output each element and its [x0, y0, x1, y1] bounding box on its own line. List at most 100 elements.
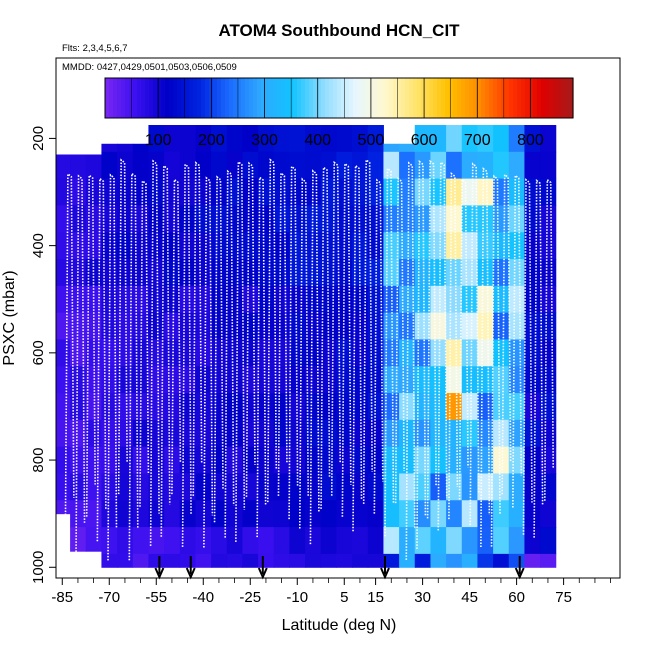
heatmap-cell	[336, 500, 353, 528]
flight-profile-trace	[448, 171, 459, 520]
colorbar-segment	[349, 78, 354, 118]
heatmap-cell	[195, 393, 212, 421]
colorbar-segment	[109, 78, 114, 118]
heatmap-cell	[493, 232, 510, 260]
colorbar-segment	[225, 78, 230, 118]
colorbar-segment	[309, 78, 314, 118]
heatmap-cell	[164, 151, 181, 180]
heatmap-cell	[305, 151, 322, 180]
colorbar-segment	[345, 78, 350, 118]
heatmap-cell	[56, 285, 71, 314]
heatmap-cell	[540, 259, 557, 287]
heatmap-cell	[273, 232, 290, 260]
heatmap-cell	[305, 527, 322, 555]
flight-profile-trace	[341, 162, 352, 517]
heatmap-cell	[164, 125, 181, 153]
colorbar-segment	[329, 78, 334, 118]
colorbar-segment	[481, 78, 486, 118]
heatmap-cell	[258, 285, 275, 314]
heatmap-cell	[320, 553, 337, 568]
heatmap-cell	[508, 259, 525, 287]
colorbar-segment	[365, 78, 370, 118]
heatmap-cell	[524, 500, 541, 528]
colorbar-segment	[157, 78, 162, 118]
flight-profile-trace	[437, 160, 448, 531]
heatmap-cell	[56, 393, 71, 421]
heatmap-cell	[258, 500, 275, 528]
heatmap-cell	[132, 143, 149, 153]
heatmap-cell	[242, 393, 259, 421]
heatmap-cell	[508, 339, 525, 367]
x-tick-label: -25	[239, 589, 261, 606]
colorbar-segment	[249, 78, 254, 118]
heatmap-cell	[242, 259, 259, 287]
flight-profile-trace	[330, 160, 341, 496]
heatmap-cell	[477, 393, 494, 421]
heatmap-cell	[70, 419, 87, 448]
heatmap-cell	[70, 205, 87, 233]
colorbar-segment	[229, 78, 234, 118]
heatmap-cell	[195, 232, 212, 260]
heatmap-cell	[336, 553, 353, 568]
heatmap-cell	[477, 366, 494, 394]
heatmap-cell	[524, 446, 541, 474]
heatmap-cell	[446, 259, 463, 287]
heatmap-cell	[195, 151, 212, 180]
heatmap-cell	[117, 312, 134, 340]
heatmap-cell	[132, 205, 149, 233]
flight-profile-trace	[480, 167, 491, 548]
heatmap-cell	[148, 473, 165, 501]
x-tick-label: 30	[414, 589, 431, 606]
heatmap-cell	[508, 553, 525, 568]
heatmap-cell	[305, 446, 322, 474]
heatmap-cell	[352, 500, 369, 528]
heatmap-cell	[446, 473, 463, 501]
heatmap-cell	[461, 125, 478, 153]
heatmap-cell	[195, 419, 212, 448]
heatmap-cell	[477, 232, 494, 260]
heatmap-cell	[132, 232, 149, 260]
heatmap-cell	[320, 527, 337, 555]
heatmap-cell	[226, 125, 243, 153]
heatmap-cell	[352, 527, 369, 555]
heatmap-cell	[273, 419, 290, 448]
heatmap-cell	[258, 312, 275, 340]
heatmap-cell	[179, 500, 196, 528]
colorbar-segment	[137, 78, 142, 118]
colorbar-segment	[173, 78, 178, 118]
heatmap-cell	[195, 312, 212, 340]
colorbar-segment	[341, 78, 346, 118]
colorbar-segment	[177, 78, 182, 118]
flight-profile-trace	[224, 169, 235, 538]
colorbar-segment	[193, 78, 198, 118]
heatmap-cell	[211, 232, 228, 260]
flight-profile-trace	[522, 178, 533, 535]
heatmap-cell	[117, 419, 134, 448]
heatmap-cell	[101, 143, 118, 153]
heatmap-cell	[461, 285, 478, 314]
x-tick-label: -55	[145, 589, 167, 606]
heatmap-cell	[508, 312, 525, 340]
heatmap-cell	[414, 151, 431, 180]
heatmap-cell	[352, 205, 369, 233]
colorbar-segment	[501, 78, 506, 118]
heatmap-cell	[540, 500, 557, 528]
x-tick-label: 45	[461, 589, 478, 606]
heatmap-cell	[273, 446, 290, 474]
heatmap-cell	[414, 339, 431, 367]
heatmap-cell	[446, 339, 463, 367]
heatmap-cell	[101, 285, 118, 314]
heatmap-cell	[305, 259, 322, 287]
heatmap-cell	[85, 285, 102, 314]
colorbar-tick-label: 500	[358, 132, 385, 149]
heatmap-cell	[258, 339, 275, 367]
heatmap-cell	[56, 446, 71, 474]
heatmap-cell	[117, 393, 134, 421]
heatmap-cell	[399, 232, 416, 260]
colorbar-segment	[513, 78, 518, 118]
heatmap-cell	[477, 285, 494, 314]
colorbar-segment	[169, 78, 174, 118]
heatmap-cell	[117, 339, 134, 367]
heatmap-cell	[179, 285, 196, 314]
